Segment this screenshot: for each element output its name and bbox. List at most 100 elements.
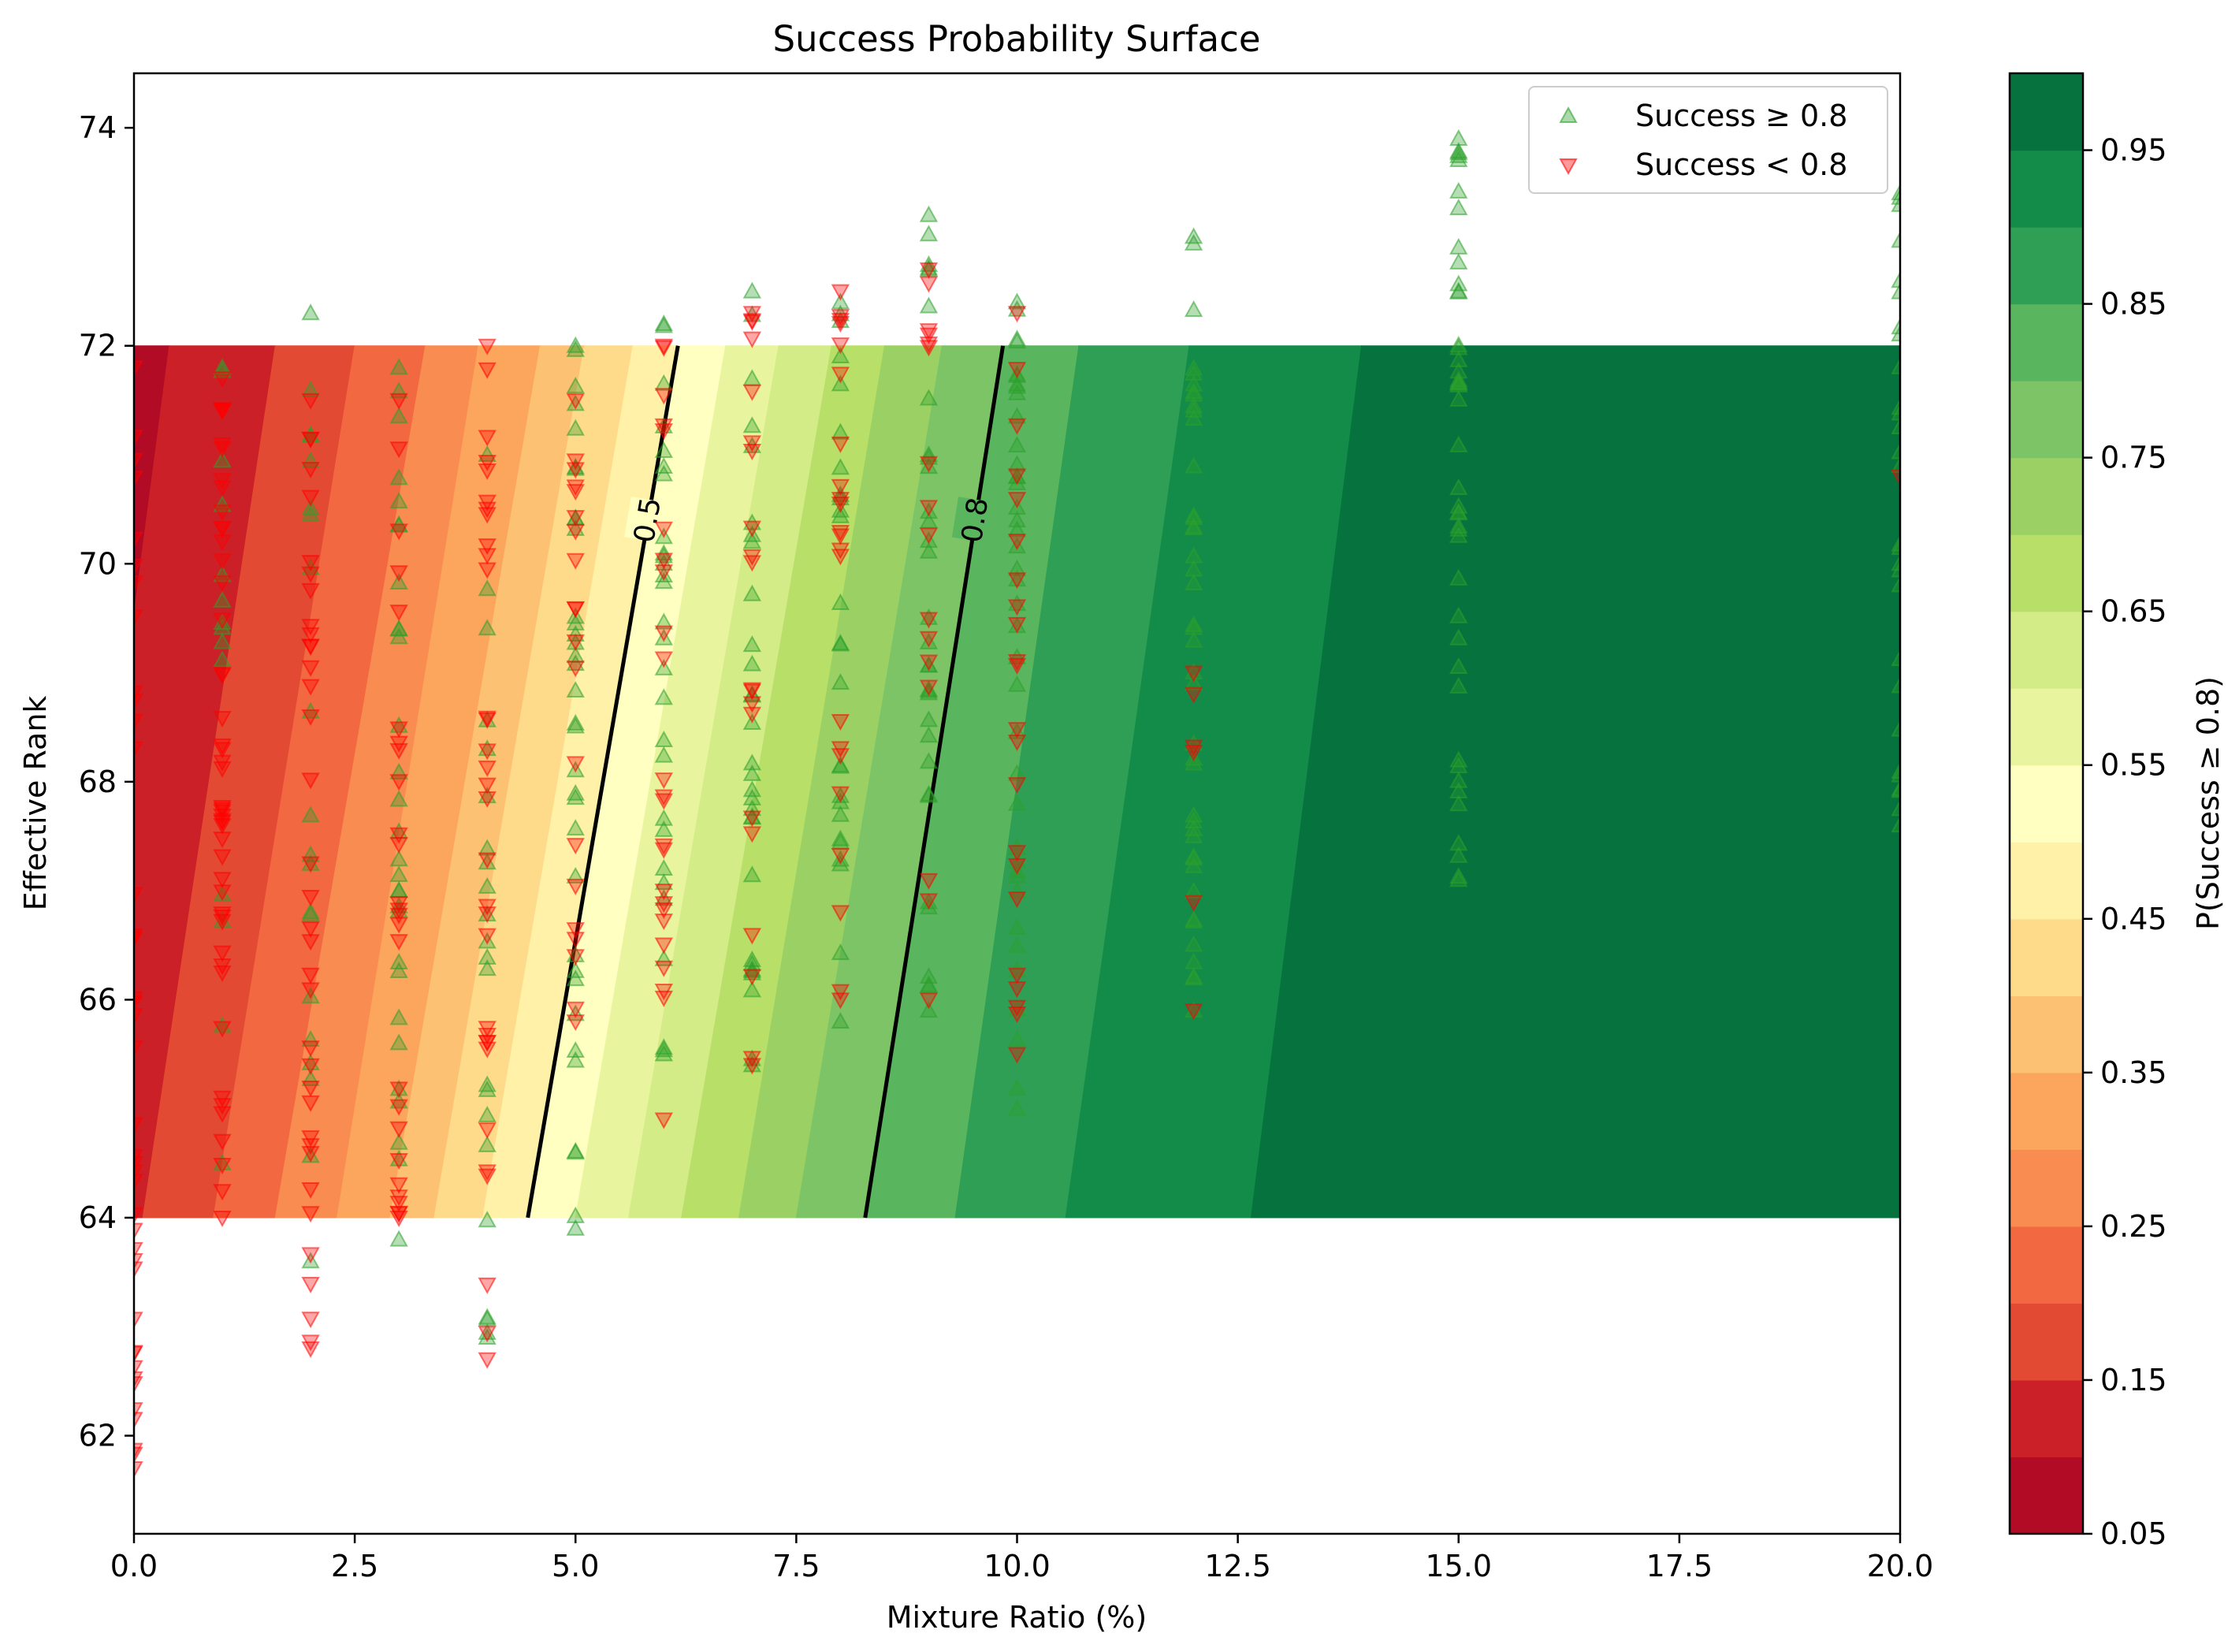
success-point xyxy=(654,628,673,646)
success-point xyxy=(478,1323,497,1340)
success-point xyxy=(1007,1030,1027,1047)
colorbar-segment xyxy=(2010,1379,2083,1458)
failure-point xyxy=(134,887,143,904)
failure-point xyxy=(389,1099,408,1116)
colorbar-segment xyxy=(2010,457,2083,535)
failure-point xyxy=(1007,572,1027,590)
x-tick-label: 0.0 xyxy=(110,1549,158,1583)
failure-point xyxy=(742,1051,762,1068)
success-point xyxy=(1891,417,1900,435)
failure-point xyxy=(831,542,850,560)
success-point xyxy=(1184,385,1203,402)
failure-point xyxy=(566,1001,585,1018)
colorbar-tick-label: 0.65 xyxy=(2100,594,2167,629)
failure-point xyxy=(919,500,939,517)
surface-band xyxy=(1250,345,1900,1219)
failure-point xyxy=(566,553,585,570)
success-point xyxy=(1449,237,1468,255)
success-point xyxy=(566,819,585,836)
colorbar-segment xyxy=(2010,1226,2083,1304)
failure-point xyxy=(478,362,497,379)
colorbar-ticks: 0.05 0.15 0.25 0.35 0.45 0.55 0.65 0.75 0.85 0.95 xyxy=(2083,133,2167,1551)
failure-point xyxy=(301,1146,320,1163)
success-point xyxy=(831,506,850,523)
failure-point xyxy=(654,388,673,405)
failure-point xyxy=(389,1153,408,1170)
failure-point xyxy=(301,1130,320,1148)
success-point xyxy=(389,468,408,486)
colorbar-segment xyxy=(2010,765,2083,843)
failure-point xyxy=(566,756,585,773)
failure-point xyxy=(134,1376,143,1393)
colorbar-segment xyxy=(2010,611,2083,689)
success-point xyxy=(919,656,939,673)
success-point xyxy=(1184,912,1203,929)
failure-point xyxy=(831,984,850,1001)
failure-point xyxy=(301,639,320,657)
success-point xyxy=(1184,673,1203,690)
colorbar xyxy=(2010,73,2083,1535)
success-point xyxy=(1891,456,1900,474)
failure-point xyxy=(478,501,497,519)
success-point xyxy=(1449,181,1468,199)
failure-point xyxy=(134,1207,143,1224)
y-tick-label: 74 xyxy=(79,110,117,145)
failure-point xyxy=(213,1133,232,1151)
failure-point xyxy=(301,1334,320,1352)
failure-point xyxy=(478,712,497,729)
success-point xyxy=(1449,372,1468,389)
x-tick-label: 2.5 xyxy=(331,1549,378,1583)
failure-point xyxy=(566,949,585,966)
success-point xyxy=(478,876,497,894)
failure-point xyxy=(919,679,939,697)
failure-point xyxy=(301,1040,320,1058)
failure-point xyxy=(654,651,673,668)
failure-point xyxy=(742,696,762,713)
failure-point xyxy=(213,668,232,685)
failure-point xyxy=(742,810,762,828)
success-point xyxy=(301,1030,320,1047)
failure-point xyxy=(478,538,497,556)
success-point xyxy=(478,947,497,965)
colorbar-tick-label: 0.15 xyxy=(2100,1363,2167,1397)
failure-point xyxy=(831,284,850,301)
chart-title: Success Probability Surface xyxy=(772,18,1260,60)
success-point xyxy=(1007,838,1027,855)
success-point xyxy=(1449,478,1468,496)
y-tick-label: 64 xyxy=(79,1200,117,1235)
failure-point xyxy=(919,262,939,279)
failure-point xyxy=(742,683,762,701)
failure-point xyxy=(566,484,585,501)
failure-point xyxy=(389,742,408,760)
success-point xyxy=(654,820,673,837)
success-point xyxy=(1184,615,1203,632)
success-point xyxy=(1007,764,1027,781)
success-point xyxy=(1007,647,1027,664)
success-point xyxy=(654,746,673,763)
failure-point xyxy=(213,553,232,571)
failure-point xyxy=(654,896,673,913)
success-point xyxy=(742,960,762,977)
success-point xyxy=(1007,882,1027,899)
failure-point xyxy=(301,1081,320,1098)
failure-point xyxy=(301,856,320,873)
success-point xyxy=(1891,184,1900,201)
failure-point xyxy=(1007,891,1027,909)
failure-point xyxy=(654,564,673,582)
failure-point xyxy=(213,711,232,728)
colorbar-segment xyxy=(2010,1303,2083,1381)
success-point xyxy=(1449,757,1468,774)
failure-point xyxy=(919,456,939,473)
success-point xyxy=(1007,1099,1027,1116)
failure-point xyxy=(1007,534,1027,551)
success-point xyxy=(919,502,939,519)
failure-point xyxy=(213,1158,232,1175)
failure-point xyxy=(301,890,320,907)
success-point xyxy=(919,541,939,559)
success-point xyxy=(478,579,497,597)
legend-marker-success xyxy=(1559,106,1578,123)
failure-point xyxy=(566,601,585,618)
failure-point xyxy=(1007,616,1027,634)
failure-point xyxy=(301,1312,320,1329)
failure-point xyxy=(478,463,497,481)
